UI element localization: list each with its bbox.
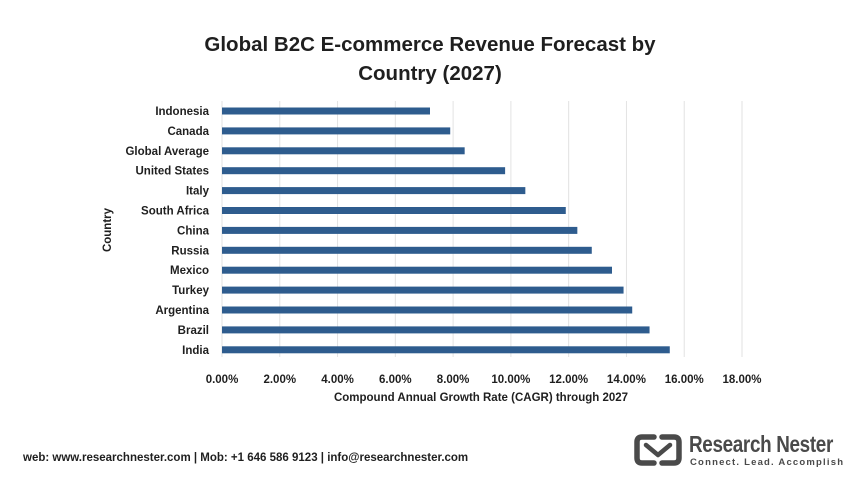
- bar-russia: [222, 246, 592, 254]
- x-tick-label: 14.00%: [607, 374, 646, 386]
- y-tick-label: India: [182, 345, 209, 357]
- x-tick-label: 8.00%: [437, 374, 470, 386]
- y-tick-label: Mexico: [170, 265, 209, 277]
- bar-turkey: [222, 286, 624, 294]
- bar-argentina: [222, 306, 633, 314]
- bar-india: [222, 346, 670, 354]
- x-tick-label: 2.00%: [263, 374, 296, 386]
- y-tick-label: Brazil: [178, 325, 209, 337]
- y-tick-label: Canada: [167, 126, 209, 138]
- y-tick-label: Global Average: [125, 146, 209, 158]
- bar-united-states: [222, 167, 506, 175]
- y-tick-label: United States: [136, 166, 210, 178]
- x-tick-label: 18.00%: [722, 374, 761, 386]
- x-axis-label: Compound Annual Growth Rate (CAGR) throu…: [334, 392, 628, 404]
- x-tick-label: 0.00%: [206, 374, 239, 386]
- bar-indonesia: [222, 107, 430, 115]
- x-tick-label: 6.00%: [379, 374, 412, 386]
- y-tick-label: Indonesia: [155, 106, 209, 118]
- x-tick-labels: 0.00% 2.00% 4.00% 6.00% 8.00% 10.00% 12.00% 14.…: [206, 374, 762, 386]
- x-tick-label: 10.00%: [491, 374, 530, 386]
- logo-name: Research Nester: [689, 431, 833, 457]
- y-tick-labels: Indonesia Canada Global Average United Stat…: [125, 106, 209, 357]
- y-tick-label: Russia: [171, 245, 209, 257]
- y-tick-label: Argentina: [155, 305, 209, 317]
- x-tick-label: 16.00%: [665, 374, 704, 386]
- y-tick-label: South Africa: [141, 206, 210, 218]
- x-tick-label: 12.00%: [549, 374, 588, 386]
- bar-canada: [222, 127, 451, 135]
- chart-title: Global B2C E-commerce Revenue Forecast b…: [204, 33, 656, 85]
- research-nester-logo: Research Nester Connect. Lead. Accomplis…: [634, 431, 846, 471]
- bar-brazil: [222, 326, 650, 334]
- bar-italy: [222, 187, 526, 195]
- bar-chart: Indonesia Canada Global Average United Stat…: [102, 101, 762, 404]
- y-tick-label: China: [177, 225, 210, 237]
- bar-global-average: [222, 147, 465, 155]
- y-tick-label: Italy: [186, 186, 210, 198]
- bar-china: [222, 226, 578, 234]
- logo-tagline: Connect. Lead. Accomplish: [690, 457, 845, 468]
- footer-contact: web: www.researchnester.com | Mob: +1 64…: [23, 452, 469, 464]
- y-tick-label: Turkey: [172, 285, 209, 297]
- x-tick-label: 4.00%: [321, 374, 354, 386]
- logo-mark-icon: [634, 434, 682, 466]
- bars: [222, 107, 670, 354]
- y-axis-label: Country: [102, 207, 114, 252]
- bar-mexico: [222, 266, 612, 274]
- bar-south-africa: [222, 207, 566, 214]
